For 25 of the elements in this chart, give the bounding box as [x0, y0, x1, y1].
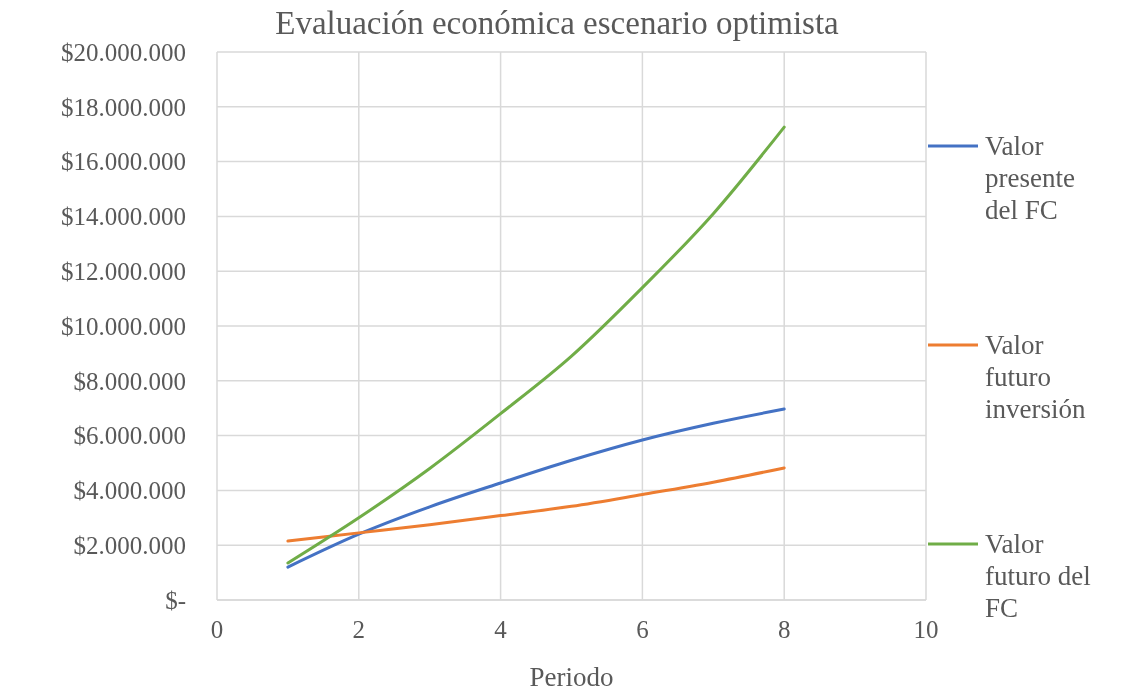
y-tick-label: $4.000.000 — [73, 477, 186, 505]
x-axis-title: Periodo — [529, 662, 614, 692]
legend-label: Valor presente del FC — [985, 131, 1075, 225]
legend-label: Valor futuro inversión — [985, 330, 1086, 424]
x-tick-label: 10 — [913, 616, 939, 643]
line-series — [286, 125, 786, 565]
y-tick-label: $14.000.000 — [61, 203, 186, 231]
y-tick-label: $16.000.000 — [61, 148, 186, 176]
chart-title: Evaluación económica escenario optimista — [275, 5, 840, 41]
y-tick-label: $8.000.000 — [73, 367, 186, 395]
x-tick-label: 0 — [210, 616, 224, 643]
y-tick-label: $6.000.000 — [73, 422, 186, 450]
y-tick-label: $10.000.000 — [61, 312, 186, 340]
line-series — [286, 407, 786, 569]
x-tick-label: 2 — [352, 616, 366, 643]
x-tick-label: 6 — [636, 616, 649, 643]
y-tick-label: $20.000.000 — [61, 38, 186, 66]
line-series — [286, 466, 786, 543]
y-tick-label: $18.000.000 — [61, 93, 186, 121]
y-tick-label: $12.000.000 — [61, 257, 186, 285]
x-tick-label: 8 — [777, 616, 791, 643]
y-tick-label: $2.000.000 — [73, 531, 186, 559]
legend-label: Valor futuro del FC — [985, 529, 1091, 623]
y-tick-label: $- — [165, 586, 186, 614]
x-tick-label: 4 — [494, 616, 508, 643]
